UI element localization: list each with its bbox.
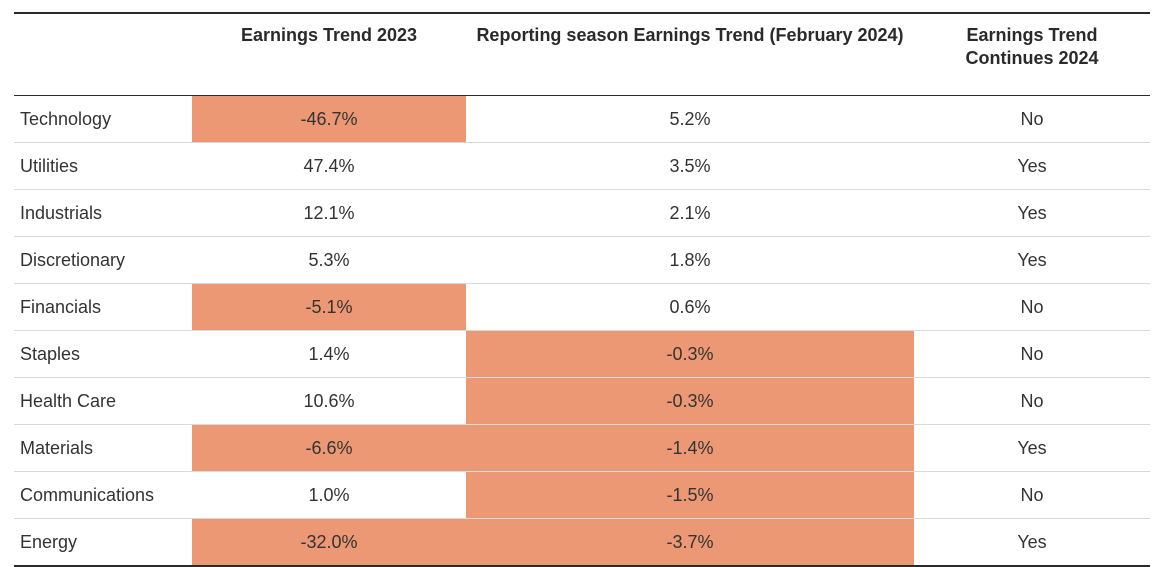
- cell-sector: Technology: [14, 96, 192, 143]
- table-row: Communications1.0%-1.5%No: [14, 472, 1150, 519]
- cell-trend-2023: 5.3%: [192, 237, 466, 284]
- cell-feb-2024: -1.5%: [466, 472, 914, 519]
- cell-trend-2023: 47.4%: [192, 143, 466, 190]
- col-header-continues: Earnings Trend Continues 2024: [914, 13, 1150, 96]
- cell-feb-2024: 5.2%: [466, 96, 914, 143]
- cell-trend-2023: -6.6%: [192, 425, 466, 472]
- cell-feb-2024: -3.7%: [466, 519, 914, 567]
- cell-feb-2024: 2.1%: [466, 190, 914, 237]
- cell-continues: Yes: [914, 190, 1150, 237]
- cell-sector: Staples: [14, 331, 192, 378]
- cell-trend-2023: 1.4%: [192, 331, 466, 378]
- cell-sector: Discretionary: [14, 237, 192, 284]
- table-row: Industrials12.1%2.1%Yes: [14, 190, 1150, 237]
- cell-trend-2023: -46.7%: [192, 96, 466, 143]
- cell-continues: Yes: [914, 143, 1150, 190]
- cell-sector: Utilities: [14, 143, 192, 190]
- cell-sector: Financials: [14, 284, 192, 331]
- cell-trend-2023: 1.0%: [192, 472, 466, 519]
- table-row: Staples1.4%-0.3%No: [14, 331, 1150, 378]
- col-header-feb-2024: Reporting season Earnings Trend (Februar…: [466, 13, 914, 96]
- earnings-trend-table: Earnings Trend 2023 Reporting season Ear…: [14, 12, 1150, 567]
- cell-sector: Health Care: [14, 378, 192, 425]
- cell-continues: No: [914, 331, 1150, 378]
- col-header-trend-2023: Earnings Trend 2023: [192, 13, 466, 96]
- cell-trend-2023: 10.6%: [192, 378, 466, 425]
- cell-sector: Industrials: [14, 190, 192, 237]
- cell-feb-2024: -0.3%: [466, 331, 914, 378]
- cell-continues: No: [914, 284, 1150, 331]
- col-header-sector: [14, 13, 192, 96]
- table-header-row: Earnings Trend 2023 Reporting season Ear…: [14, 13, 1150, 96]
- cell-trend-2023: -32.0%: [192, 519, 466, 567]
- cell-trend-2023: 12.1%: [192, 190, 466, 237]
- table-row: Utilities47.4%3.5%Yes: [14, 143, 1150, 190]
- cell-trend-2023: -5.1%: [192, 284, 466, 331]
- cell-feb-2024: 1.8%: [466, 237, 914, 284]
- cell-feb-2024: -0.3%: [466, 378, 914, 425]
- cell-continues: Yes: [914, 237, 1150, 284]
- cell-continues: Yes: [914, 425, 1150, 472]
- table-row: Technology-46.7%5.2%No: [14, 96, 1150, 143]
- table-row: Financials-5.1%0.6%No: [14, 284, 1150, 331]
- cell-feb-2024: 3.5%: [466, 143, 914, 190]
- table-row: Energy-32.0%-3.7%Yes: [14, 519, 1150, 567]
- cell-feb-2024: -1.4%: [466, 425, 914, 472]
- table-row: Discretionary5.3%1.8%Yes: [14, 237, 1150, 284]
- cell-sector: Energy: [14, 519, 192, 567]
- table-row: Materials-6.6%-1.4%Yes: [14, 425, 1150, 472]
- cell-sector: Materials: [14, 425, 192, 472]
- cell-continues: Yes: [914, 519, 1150, 567]
- cell-feb-2024: 0.6%: [466, 284, 914, 331]
- cell-sector: Communications: [14, 472, 192, 519]
- cell-continues: No: [914, 378, 1150, 425]
- cell-continues: No: [914, 96, 1150, 143]
- cell-continues: No: [914, 472, 1150, 519]
- table-row: Health Care10.6%-0.3%No: [14, 378, 1150, 425]
